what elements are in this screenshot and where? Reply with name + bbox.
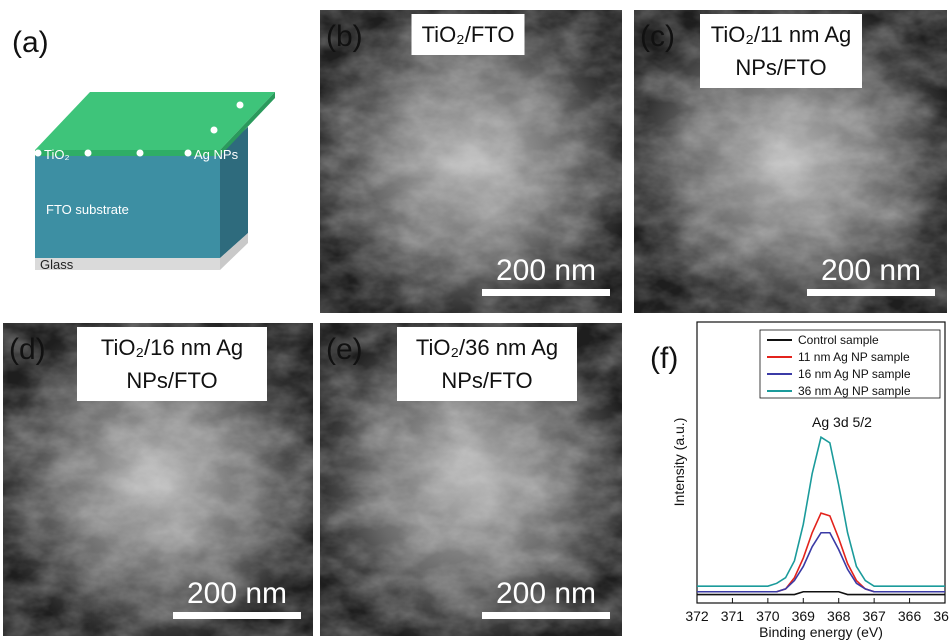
x-tick-label: 367 [862, 608, 886, 624]
layer-label: Ag NPs [194, 147, 239, 162]
series-line [697, 435, 945, 587]
scale-bar-label: 200 nm [821, 254, 921, 287]
panel-label: (d) [9, 333, 46, 366]
x-axis-label: Binding energy (eV) [759, 624, 883, 640]
layer-label: TiO₂ [44, 147, 70, 162]
sem-panels: (b) TiO₂/FTO 200 nm (c) TiO₂/11 nm Ag NPs/FTO… [3, 10, 947, 636]
scale-bar-label: 200 nm [187, 577, 287, 610]
caption-box [397, 327, 577, 401]
annotation: Ag 3d 5/2 [812, 414, 872, 430]
sem-texture [320, 10, 622, 313]
caption: NPs/FTO [441, 368, 532, 393]
x-tick-label: 370 [756, 608, 780, 624]
layer-label: FTO substrate [46, 202, 129, 217]
panel-label: (c) [640, 20, 675, 53]
scale-bar [482, 289, 610, 296]
panel-label: (f) [650, 342, 678, 375]
legend-label: 11 nm Ag NP sample [798, 350, 910, 364]
panel-label: (e) [326, 333, 363, 366]
scale-bar [173, 612, 301, 619]
x-tick-label: 368 [827, 608, 851, 624]
y-axis-label: Intensity (a.u.) [671, 418, 687, 507]
panel-label: (a) [12, 26, 49, 59]
caption: NPs/FTO [126, 368, 217, 393]
panel-label: (b) [326, 20, 363, 53]
caption-box [77, 327, 267, 401]
xps-chart: (f) Binding energy (eV) Intensity (a.u.)… [650, 321, 949, 640]
scale-bar-label: 200 nm [496, 577, 596, 610]
x-tick-label: 371 [721, 608, 745, 624]
legend-box [759, 329, 941, 399]
x-tick-label: 369 [792, 608, 816, 624]
scale-bar [807, 289, 935, 296]
x-tick-label: 365 [933, 608, 949, 624]
legend-label: 16 nm Ag NP sample [798, 367, 911, 381]
scale-bar-label: 200 nm [496, 254, 596, 287]
legend-label: Control sample [798, 333, 879, 347]
x-tick-label: 366 [898, 608, 922, 624]
caption: TiO₂/FTO [422, 22, 515, 47]
caption: TiO₂/36 nm Ag [416, 335, 558, 360]
caption: TiO₂/11 nm Ag [711, 22, 852, 47]
series-line [697, 531, 945, 593]
caption-box [700, 14, 862, 88]
legend-label: 36 nm Ag NP sample [798, 384, 911, 398]
schematic: (a) TiO₂ Ag NPs FTO substrate Glass [12, 26, 275, 272]
x-tick-label: 372 [685, 608, 709, 624]
scale-bar [482, 612, 610, 619]
caption: TiO₂/16 nm Ag [101, 335, 243, 360]
caption: NPs/FTO [735, 55, 826, 80]
caption-box [411, 14, 525, 55]
layer-label: Glass [40, 257, 74, 272]
series-line [697, 590, 945, 596]
